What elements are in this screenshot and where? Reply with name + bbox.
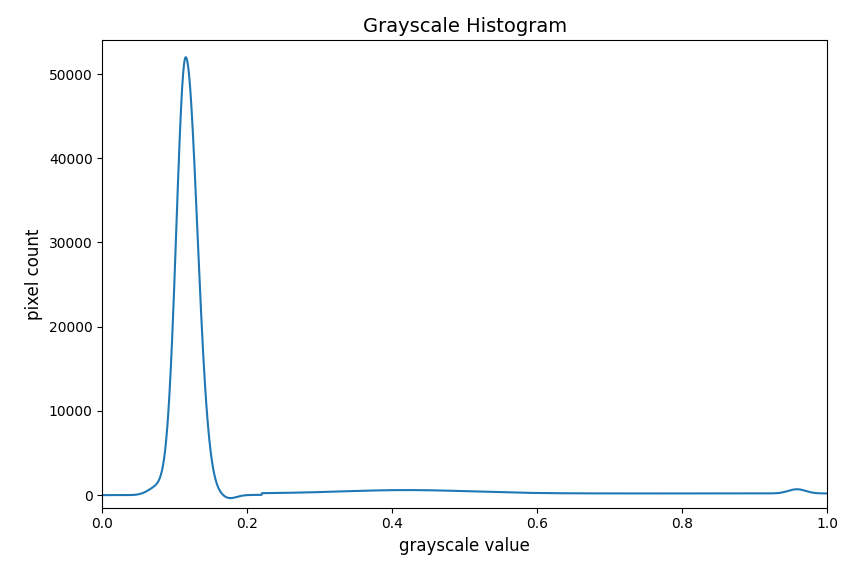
- X-axis label: grayscale value: grayscale value: [399, 537, 530, 555]
- Title: Grayscale Histogram: Grayscale Histogram: [362, 17, 567, 36]
- Y-axis label: pixel count: pixel count: [26, 228, 43, 320]
